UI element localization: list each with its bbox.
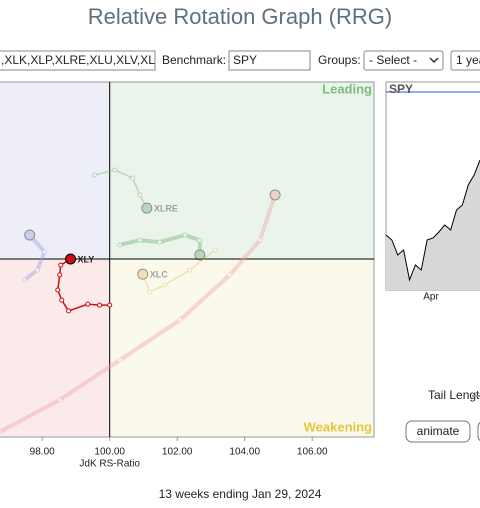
- x-tick-label: 104.00: [229, 447, 260, 458]
- tail-point: [212, 247, 218, 253]
- tail-point: [182, 232, 188, 238]
- dropdown-arrow: [429, 57, 439, 64]
- tail: [117, 232, 206, 261]
- quadrant-label: Weakening: [304, 419, 372, 434]
- tail-point: [85, 301, 91, 307]
- side-chart: [385, 91, 480, 290]
- tail-head: [269, 189, 281, 201]
- x-axis-label: JdK RS-Ratio: [79, 459, 140, 470]
- tail-head: [137, 268, 149, 280]
- tail-point: [57, 272, 63, 278]
- tail-point: [107, 302, 113, 308]
- tail-head: [141, 202, 153, 214]
- tail-point: [58, 262, 64, 268]
- tail-point: [197, 237, 203, 243]
- tail-head: [24, 229, 36, 241]
- tail-point: [147, 289, 153, 295]
- tail-head: [194, 249, 206, 261]
- tail-line: [23, 233, 47, 282]
- tail: XLC: [137, 247, 218, 295]
- benchmark-label: Benchmark:: [162, 53, 226, 67]
- tail: [0, 189, 281, 435]
- tail-line: [0, 194, 277, 434]
- footer: 13 weeks ending Jan 29, 2024: [159, 487, 322, 501]
- tail-point: [187, 267, 193, 273]
- tail-point: [42, 249, 48, 255]
- tail: XLRE: [92, 167, 178, 214]
- tail-point: [137, 237, 143, 243]
- groups-select[interactable]: [363, 50, 444, 71]
- tail-line: [119, 232, 202, 255]
- x-tick-label: 98.00: [30, 447, 55, 458]
- symbols-text: ,XLK,XLP,XLRE,XLU,XLV,XL: [1, 53, 155, 67]
- symbol-label: XLC: [150, 270, 169, 280]
- x-tick-label: 100.00: [94, 447, 125, 458]
- quadrant-leading: [109, 82, 375, 259]
- quadrant-label: Leading: [322, 81, 372, 96]
- symbol-label: XLRE: [154, 203, 178, 213]
- tail-line: [94, 169, 148, 209]
- side-area: [386, 160, 480, 290]
- tail-point: [117, 242, 123, 248]
- tail: [22, 229, 48, 283]
- animate-button[interactable]: [405, 420, 471, 443]
- tail-line: [142, 249, 216, 294]
- tail-point: [66, 308, 72, 314]
- tail: XLY: [55, 253, 113, 314]
- tail-point: [92, 172, 98, 178]
- x-tick-label: 106.00: [297, 447, 328, 458]
- period-select[interactable]: [450, 50, 480, 71]
- period-select-text: 1 yea: [456, 53, 480, 67]
- tail-point: [59, 297, 65, 303]
- symbol-label: XLY: [78, 254, 95, 264]
- tail-head: [65, 253, 77, 265]
- side-chart-x-label: Apr: [423, 292, 439, 303]
- tail-point: [157, 239, 163, 245]
- tail-point: [34, 267, 40, 273]
- animate-button-text: animate: [417, 424, 460, 438]
- quadrant-improving: [0, 82, 110, 259]
- groups-label: Groups:: [318, 53, 361, 67]
- tail-point: [55, 287, 61, 293]
- side-chart-title: SPY: [389, 82, 413, 96]
- side-line: [385, 159, 480, 282]
- tail-point: [162, 282, 168, 288]
- quadrant-lagging: [0, 258, 110, 437]
- benchmark-text: SPY: [233, 53, 257, 67]
- plot-frame: [0, 81, 375, 438]
- x-tick-label: 102.00: [162, 447, 193, 458]
- benchmark-input[interactable]: [228, 50, 311, 71]
- tail-point: [97, 302, 103, 308]
- tail-length-label: Tail Length:: [428, 388, 480, 402]
- tail-point: [57, 397, 63, 403]
- tail-point: [112, 167, 118, 173]
- tail-point: [117, 357, 123, 363]
- tail-point: [257, 237, 263, 243]
- groups-select-text: - Select -: [369, 53, 417, 67]
- tail-point: [137, 192, 143, 198]
- plot-area: Leading Weakening 98.00 100.00 102.00 104.00 1…: [0, 81, 375, 470]
- tail-point: [0, 429, 3, 435]
- tail-point: [227, 272, 233, 278]
- symbols-input[interactable]: [0, 50, 156, 71]
- page-title: Relative Rotation Graph (RRG): [88, 4, 392, 29]
- tail-point: [22, 277, 28, 283]
- tail-point: [177, 317, 183, 323]
- quadrant-weakening: [109, 258, 375, 437]
- tail-point: [130, 175, 136, 181]
